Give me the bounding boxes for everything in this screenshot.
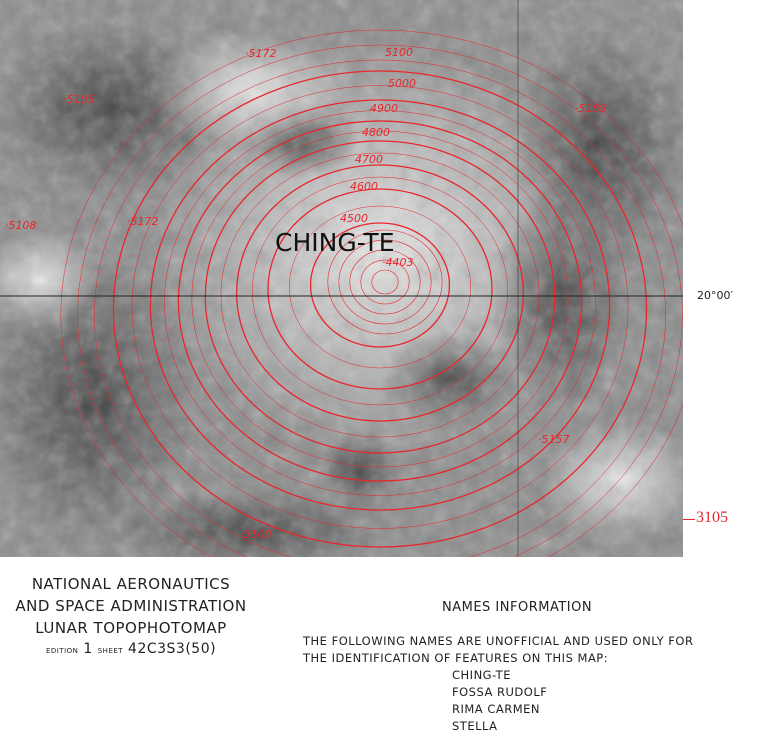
index-contour (149, 99, 611, 511)
edition-sheet: EDITION 1 SHEET 42C3S3(50) (0, 638, 262, 662)
contour-label: 4600 (350, 180, 378, 193)
names-heading: NAMES INFORMATION (442, 600, 593, 615)
names-text-line-1: THE FOLLOWING NAMES ARE UNOFFICIAL AND U… (303, 634, 694, 648)
contour-line (77, 44, 683, 557)
index-contour (267, 188, 493, 390)
contour-label: 4500 (340, 212, 368, 225)
contour-line (94, 59, 666, 557)
edition-label: EDITION (45, 647, 79, 655)
contour-label: 5000 (388, 77, 416, 90)
spot-height: ·5172 (245, 47, 277, 60)
index-contour (112, 70, 648, 548)
contour-line (349, 249, 421, 315)
contour-label: 5100 (385, 46, 413, 59)
contour-line (327, 229, 443, 335)
topophotomap: 4500 4600 4700 4800 4900 5000 5100 CHING-TE ·4… (0, 0, 683, 557)
latitude-label: 20°00′ (697, 289, 733, 302)
contour-line (131, 85, 629, 529)
grid-tick (683, 519, 695, 520)
spot-height: ·5172 (127, 215, 159, 228)
name-item: RIMA CARMEN (452, 702, 541, 716)
contour-line (60, 29, 683, 557)
spot-height: ·5183 (575, 102, 607, 115)
spot-height: ·5157 (538, 433, 570, 446)
edition-number: 1 (83, 641, 93, 657)
contour-label: 4800 (362, 126, 390, 139)
title-line-3: LUNAR TOPOPHOTOMAP (35, 619, 227, 637)
sheet-label: SHEET (97, 647, 124, 655)
contour-line (220, 152, 540, 438)
spot-height: ·5100 (240, 528, 272, 541)
title-line-1: NATIONAL AERONAUTICS (31, 575, 231, 593)
index-contour (204, 140, 556, 454)
spot-height: ·5105 (63, 93, 95, 106)
names-text-line-2: THE IDENTIFICATION OF FEATURES ON THIS M… (303, 651, 609, 665)
contour-line (289, 205, 471, 369)
title-line-2: AND SPACE ADMINISTRATION (15, 597, 247, 615)
contour-label: 4900 (370, 102, 398, 115)
name-item: FOSSA RUDOLF (452, 685, 548, 699)
contour-line (338, 239, 432, 325)
index-contour (235, 164, 525, 422)
name-item: CHING-TE (452, 668, 511, 682)
name-item: STELLA (452, 719, 498, 733)
contour-line (371, 269, 399, 295)
contour-line (191, 130, 569, 468)
feature-label-ching-te: CHING-TE (275, 228, 395, 257)
contour-label: 4700 (355, 153, 383, 166)
contour-line (360, 259, 410, 305)
contour-line (164, 110, 596, 496)
index-contour (309, 222, 451, 348)
spot-height: ·4403 (382, 256, 414, 269)
contour-line (252, 176, 508, 406)
grid-label: 3105 (696, 509, 728, 526)
spot-height: ·5108 (5, 219, 37, 232)
index-contour (177, 120, 583, 482)
sheet-number: 42C3S3(50) (128, 641, 217, 657)
